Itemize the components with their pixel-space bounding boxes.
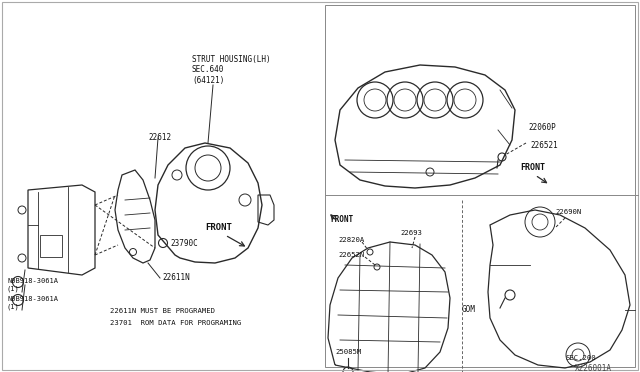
Text: N0B918-3061A
(1): N0B918-3061A (1) — [7, 278, 58, 292]
Text: FRONT: FRONT — [330, 215, 353, 224]
Text: 22690N: 22690N — [555, 209, 581, 215]
Text: GOM: GOM — [462, 305, 476, 314]
Text: 23790C: 23790C — [170, 238, 198, 247]
Text: N0B918-3061A
(1): N0B918-3061A (1) — [7, 296, 58, 310]
Text: 22693: 22693 — [400, 230, 422, 236]
Text: 22611N MUST BE PROGRAMED: 22611N MUST BE PROGRAMED — [110, 308, 215, 314]
Text: 22611N: 22611N — [162, 273, 189, 282]
Text: 226521: 226521 — [530, 141, 557, 150]
Text: FRONT: FRONT — [205, 224, 232, 232]
Text: SEC.200: SEC.200 — [565, 355, 596, 361]
Text: 22652N: 22652N — [338, 252, 364, 258]
Text: 23701  ROM DATA FOR PROGRAMING: 23701 ROM DATA FOR PROGRAMING — [110, 320, 241, 326]
Text: 25085M: 25085M — [335, 349, 361, 355]
Text: STRUT HOUSING(LH)
SEC.640
(64121): STRUT HOUSING(LH) SEC.640 (64121) — [192, 55, 271, 85]
Text: X226001A: X226001A — [575, 364, 612, 372]
Bar — [40, 235, 62, 257]
Bar — [325, 5, 635, 367]
Text: 22820A: 22820A — [338, 237, 364, 243]
Text: 22612: 22612 — [148, 134, 171, 142]
Text: 22060P: 22060P — [528, 124, 556, 132]
Text: FRONT: FRONT — [520, 164, 545, 173]
